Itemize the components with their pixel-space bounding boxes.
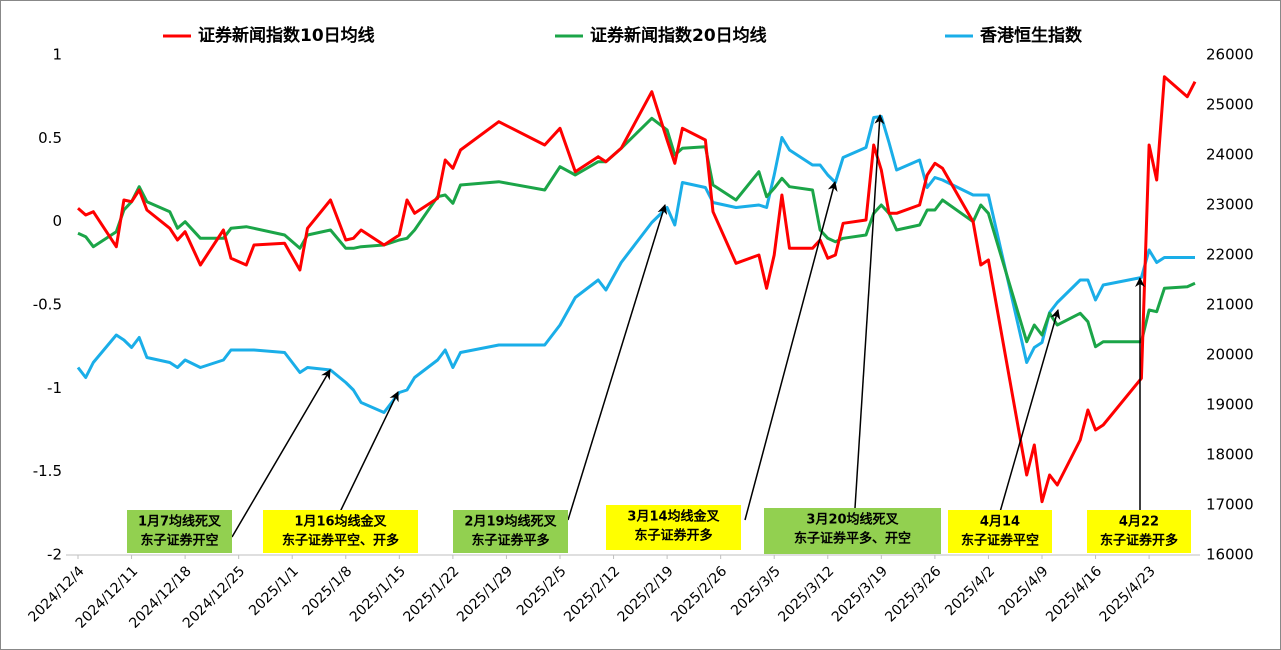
annotation-arrow: [744, 181, 838, 521]
y-tick-label: 0.5: [38, 129, 62, 147]
annotation-text: 东子证券开多: [1100, 533, 1178, 549]
legend-label: 证券新闻指数20日均线: [590, 25, 767, 46]
annotation-box: [453, 510, 568, 553]
annotation-text: 东子证券平多、开空: [794, 531, 911, 547]
series-line: [76, 115, 1195, 414]
annotation-arrow: [999, 309, 1061, 513]
legend-label: 香港恒生指数: [980, 25, 1083, 46]
y2-tick-label: 20000: [1206, 346, 1254, 364]
y2-tick-label: 25000: [1206, 96, 1254, 114]
y-tick-label: -2: [47, 546, 62, 564]
annotation-text: 4月14: [980, 515, 1020, 530]
y2-tick-label: 23000: [1206, 196, 1254, 214]
y2-tick-label: 24000: [1206, 146, 1254, 164]
y2-tick-label: 18000: [1206, 446, 1254, 464]
annotation-text: 东子证券开空: [140, 533, 218, 549]
y-tick-label: 1: [52, 46, 62, 64]
annotation-text: 东子证券平空: [961, 533, 1039, 549]
annotation-box: [1087, 510, 1191, 553]
annotation-text: 东子证券平空、开多: [282, 533, 399, 549]
annotation-box: [263, 510, 418, 553]
y-tick-label: -0.5: [33, 296, 62, 314]
annotation-box: [127, 510, 232, 553]
annotation-text: 3月14均线金叉: [627, 509, 720, 525]
annotation-arrow: [567, 204, 668, 521]
annotation-text: 1月7均线死叉: [138, 514, 222, 530]
y-tick-label: -1.5: [33, 462, 62, 480]
annotation-text: 2月19均线死叉: [464, 514, 557, 530]
annotation-arrow: [231, 369, 331, 538]
y2-tick-label: 19000: [1206, 396, 1254, 414]
y-tick-label: -1: [47, 379, 62, 397]
series-line: [77, 75, 1197, 504]
annotation-text: 东子证券平多: [471, 533, 549, 549]
annotation-text: 东子证券开多: [634, 528, 712, 544]
annotation-arrow: [854, 114, 885, 509]
annotation-arrow: [339, 391, 399, 513]
annotation-text: 3月20均线死叉: [806, 512, 899, 528]
y2-tick-label: 21000: [1206, 296, 1254, 314]
annotation-text: 1月16均线金叉: [294, 514, 387, 530]
annotation-box: [948, 510, 1052, 553]
y2-tick-label: 26000: [1206, 46, 1254, 64]
legend: 证券新闻指数10日均线 证券新闻指数20日均线 香港恒生指数: [163, 25, 1083, 46]
legend-label: 证券新闻指数10日均线: [198, 25, 375, 46]
y2-tick-label: 22000: [1206, 246, 1254, 264]
y2-tick-label: 17000: [1206, 496, 1254, 514]
annotation-box: [606, 505, 741, 550]
annotation-box: [764, 508, 941, 554]
y-tick-label: 0: [52, 212, 62, 230]
y2-tick-label: 16000: [1206, 546, 1254, 564]
annotation-text: 4月22: [1119, 515, 1159, 530]
